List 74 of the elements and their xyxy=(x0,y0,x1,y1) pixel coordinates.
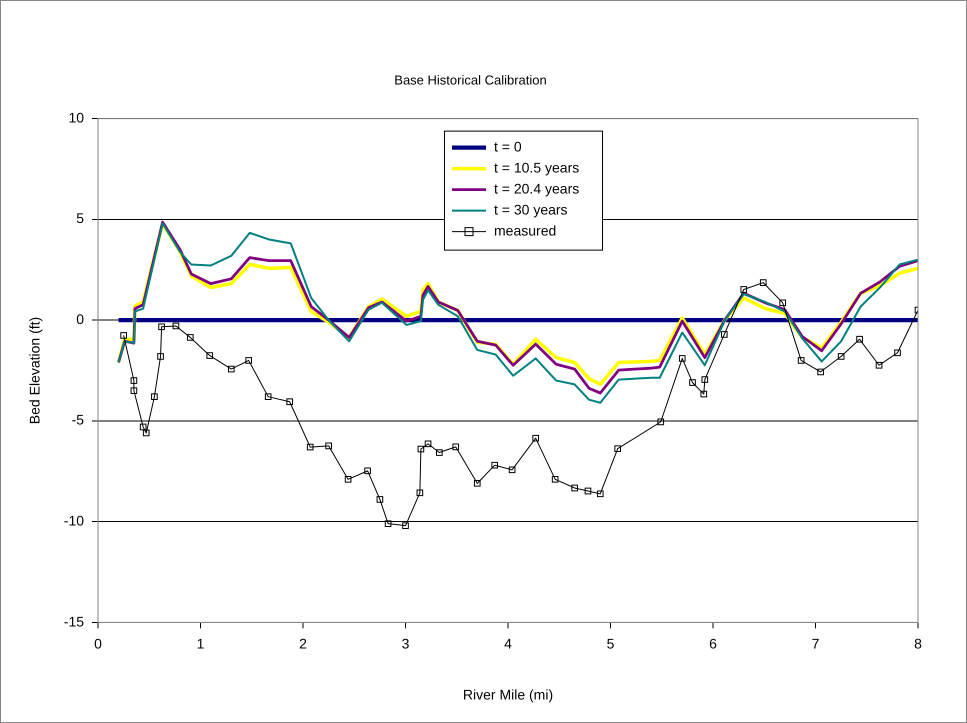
x-tick-label: 3 xyxy=(402,636,410,652)
point xyxy=(817,368,824,376)
x-tick-label: 0 xyxy=(94,636,102,652)
point xyxy=(286,398,294,406)
y-axis-title: Bed Elevation (ft) xyxy=(26,316,42,424)
point xyxy=(436,449,443,456)
point xyxy=(172,322,180,330)
point xyxy=(344,476,352,483)
point xyxy=(325,442,332,450)
point xyxy=(120,332,127,339)
point xyxy=(364,468,371,474)
point xyxy=(228,366,235,372)
point xyxy=(416,489,424,496)
x-tick-label: 4 xyxy=(504,636,512,652)
point xyxy=(571,484,578,492)
point xyxy=(157,353,164,360)
point xyxy=(158,323,165,330)
point xyxy=(532,434,540,442)
point xyxy=(418,446,424,452)
point xyxy=(130,387,138,394)
point xyxy=(552,476,558,483)
point xyxy=(245,357,252,364)
y-tick-label: -15 xyxy=(64,613,84,630)
legend-label: t = 20.4 years xyxy=(494,180,580,196)
point xyxy=(720,331,728,338)
x-tick-label: 7 xyxy=(812,636,820,652)
point xyxy=(151,393,158,400)
point xyxy=(838,353,844,360)
point xyxy=(140,424,146,430)
point xyxy=(584,488,592,494)
chart-title: Base Historical Calibration xyxy=(394,72,547,88)
point xyxy=(452,444,460,450)
point xyxy=(700,390,708,398)
point xyxy=(740,286,748,293)
point xyxy=(306,444,314,450)
y-tick-label: 10 xyxy=(68,109,84,126)
point xyxy=(689,379,696,386)
point xyxy=(657,418,664,426)
point xyxy=(779,299,786,306)
point xyxy=(798,357,804,364)
point xyxy=(894,349,901,356)
x-tick-label: 6 xyxy=(709,636,718,652)
point xyxy=(876,362,882,369)
legend-label: t = 30 years xyxy=(494,201,568,218)
point xyxy=(142,430,150,436)
point xyxy=(376,496,384,503)
point xyxy=(856,336,863,343)
point xyxy=(508,466,516,474)
point xyxy=(491,462,498,469)
point xyxy=(678,355,686,362)
y-tick-label: 5 xyxy=(76,210,84,226)
point xyxy=(402,522,409,529)
x-tick-label: 1 xyxy=(196,636,205,652)
x-tick-label: 8 xyxy=(914,636,922,652)
point xyxy=(384,520,392,527)
y-tick-label: 0 xyxy=(76,310,84,327)
x-tick-label: 5 xyxy=(606,636,615,652)
point xyxy=(130,377,138,384)
legend-label: t = 10.5 years xyxy=(494,159,580,176)
y-tick-label: -5 xyxy=(72,412,84,428)
legend-label: t = 0 xyxy=(494,138,522,154)
y-tick-label: -10 xyxy=(64,512,84,528)
point xyxy=(474,480,481,487)
x-axis-title: River Mile (mi) xyxy=(462,686,554,702)
point xyxy=(206,352,214,359)
point xyxy=(424,440,432,448)
point xyxy=(760,279,767,286)
legend-label: measured xyxy=(494,222,556,238)
point xyxy=(264,393,272,400)
x-tick-label: 2 xyxy=(299,636,308,652)
point xyxy=(614,445,622,452)
point xyxy=(701,376,708,383)
point xyxy=(186,334,194,341)
point xyxy=(596,490,604,498)
